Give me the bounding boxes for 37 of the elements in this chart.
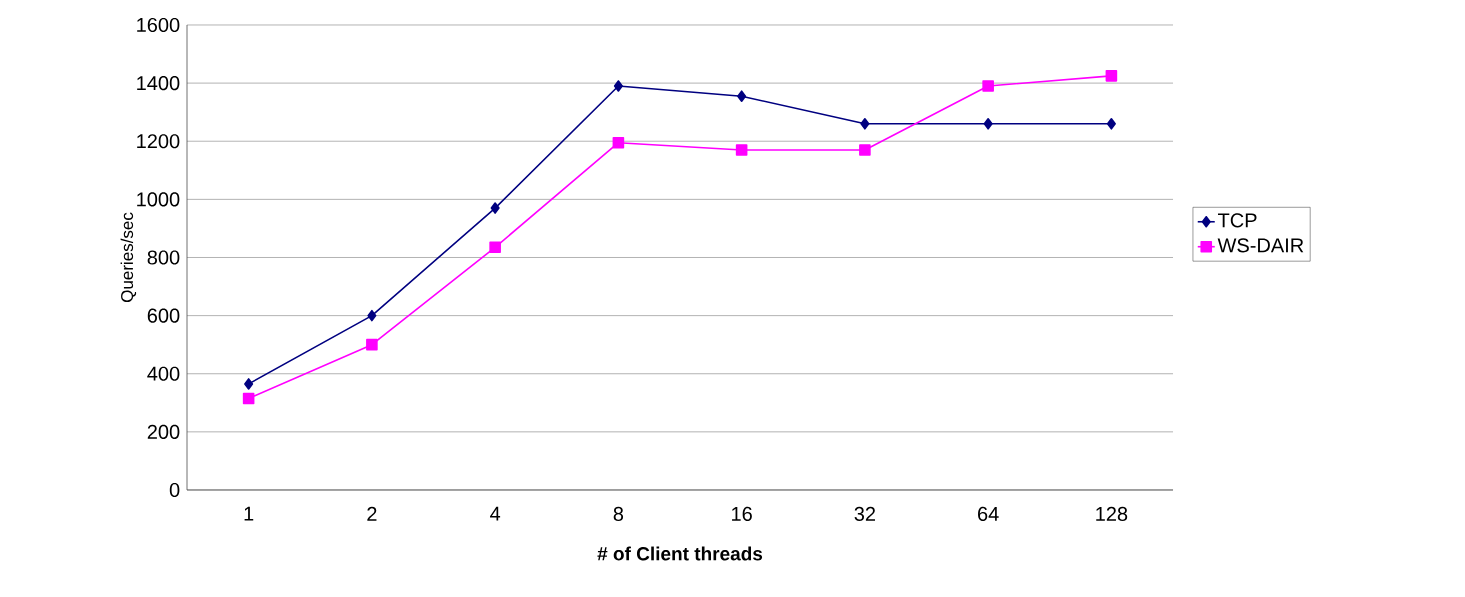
point (737, 90, 747, 102)
point (613, 80, 623, 92)
point (612, 136, 625, 149)
point (735, 144, 748, 156)
point (1106, 118, 1116, 130)
point (859, 144, 871, 156)
x-axis-title: # of Client threads (597, 546, 763, 561)
y-tick-label: 1400 (137, 76, 180, 91)
x-tick-label: 64 (978, 506, 999, 522)
point (244, 378, 254, 390)
point (490, 202, 500, 214)
point (860, 118, 870, 130)
y-tick-label: 1000 (137, 192, 180, 207)
legend-label: WS-DAIR (1217, 238, 1304, 253)
x-tick-label: 32 (854, 506, 876, 522)
x-tick-label: 2 (367, 506, 377, 521)
x-tick-label: 1 (244, 506, 254, 521)
y-tick-label: 200 (147, 424, 180, 439)
x-tick-label: 128 (1096, 506, 1128, 522)
point (367, 309, 377, 322)
y-tick-label: 400 (147, 366, 180, 381)
legend-label: TCP (1218, 213, 1257, 228)
y-tick-label: 600 (147, 308, 180, 323)
x-tick-label: 4 (490, 506, 501, 521)
point (982, 80, 994, 92)
point (983, 118, 993, 130)
point (366, 338, 378, 351)
point (1105, 70, 1118, 82)
x-tick-label: 16 (732, 506, 752, 522)
y-axis-title: Queries/sec (120, 212, 137, 303)
point (489, 241, 501, 254)
y-tick-label: 1200 (137, 134, 180, 149)
point (242, 392, 255, 405)
x-tick-label: 8 (613, 506, 624, 522)
y-tick-label: 1600 (137, 17, 180, 33)
y-tick-label: 0 (169, 482, 180, 498)
y-tick-label: 800 (147, 250, 180, 265)
